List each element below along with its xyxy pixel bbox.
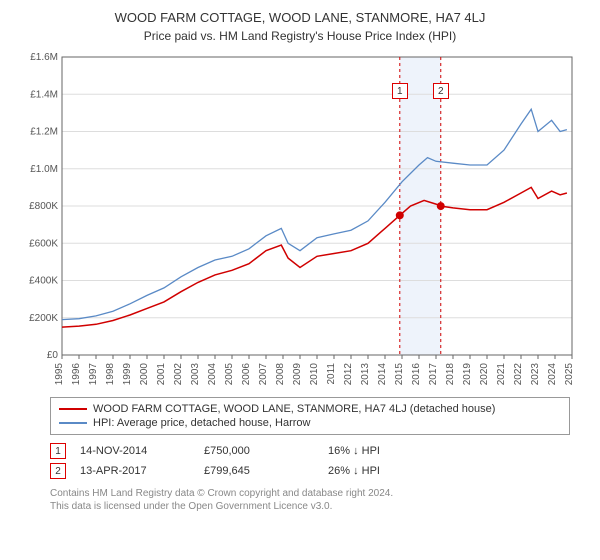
svg-text:2014: 2014 bbox=[377, 363, 388, 386]
transaction-date: 13-APR-2017 bbox=[80, 465, 190, 477]
marker-badge-1: 1 bbox=[392, 83, 408, 99]
svg-text:£1.6M: £1.6M bbox=[30, 52, 58, 63]
svg-text:1998: 1998 bbox=[105, 363, 116, 386]
svg-text:2024: 2024 bbox=[547, 363, 558, 386]
svg-text:2015: 2015 bbox=[394, 363, 405, 386]
svg-text:2020: 2020 bbox=[479, 363, 490, 386]
transaction-delta: 26% ↓ HPI bbox=[328, 465, 438, 477]
svg-text:2009: 2009 bbox=[292, 363, 303, 386]
svg-text:£1.0M: £1.0M bbox=[30, 164, 58, 175]
transaction-row: 2 13-APR-2017 £799,645 26% ↓ HPI bbox=[50, 461, 570, 481]
svg-text:1997: 1997 bbox=[88, 363, 99, 386]
legend-item: HPI: Average price, detached house, Harr… bbox=[59, 416, 561, 430]
line-chart-svg: £0 £200K £400K £600K £800K £1.0M £1.2M £1.4M £1.… bbox=[20, 51, 580, 391]
chart-container: WOOD FARM COTTAGE, WOOD LANE, STANMORE, … bbox=[0, 0, 600, 523]
svg-text:2017: 2017 bbox=[428, 363, 439, 386]
svg-text:£0: £0 bbox=[47, 350, 59, 361]
svg-text:1996: 1996 bbox=[71, 363, 82, 386]
svg-text:2003: 2003 bbox=[190, 363, 201, 386]
svg-text:2018: 2018 bbox=[445, 363, 456, 386]
svg-text:2016: 2016 bbox=[411, 363, 422, 386]
svg-text:£200K: £200K bbox=[29, 313, 58, 324]
transaction-price: £750,000 bbox=[204, 445, 314, 457]
svg-text:2022: 2022 bbox=[513, 363, 524, 386]
transaction-price: £799,645 bbox=[204, 465, 314, 477]
svg-text:£400K: £400K bbox=[29, 276, 58, 287]
svg-text:2008: 2008 bbox=[275, 363, 286, 386]
svg-text:£600K: £600K bbox=[29, 238, 58, 249]
footer-line-2: This data is licensed under the Open Gov… bbox=[50, 500, 570, 513]
svg-text:2000: 2000 bbox=[139, 363, 150, 386]
legend: WOOD FARM COTTAGE, WOOD LANE, STANMORE, … bbox=[50, 397, 570, 435]
transaction-date: 14-NOV-2014 bbox=[80, 445, 190, 457]
svg-text:2010: 2010 bbox=[309, 363, 320, 386]
svg-text:1995: 1995 bbox=[54, 363, 65, 386]
svg-text:£800K: £800K bbox=[29, 201, 58, 212]
svg-text:1999: 1999 bbox=[122, 363, 133, 386]
svg-text:2023: 2023 bbox=[530, 363, 541, 386]
svg-text:2001: 2001 bbox=[156, 363, 167, 386]
svg-text:2005: 2005 bbox=[224, 363, 235, 386]
legend-label: HPI: Average price, detached house, Harr… bbox=[93, 417, 310, 429]
transaction-badge: 2 bbox=[50, 463, 66, 479]
transaction-row: 1 14-NOV-2014 £750,000 16% ↓ HPI bbox=[50, 441, 570, 461]
svg-text:2006: 2006 bbox=[241, 363, 252, 386]
svg-text:2019: 2019 bbox=[462, 363, 473, 386]
legend-item: WOOD FARM COTTAGE, WOOD LANE, STANMORE, … bbox=[59, 402, 561, 416]
chart-plot-area: £0 £200K £400K £600K £800K £1.0M £1.2M £1.4M £1.… bbox=[20, 51, 580, 391]
svg-text:2021: 2021 bbox=[496, 363, 507, 386]
svg-text:2011: 2011 bbox=[326, 363, 337, 385]
legend-swatch bbox=[59, 408, 87, 410]
legend-swatch bbox=[59, 422, 87, 424]
footer-line-1: Contains HM Land Registry data © Crown c… bbox=[50, 487, 570, 500]
svg-text:2002: 2002 bbox=[173, 363, 184, 386]
marker-badge-2: 2 bbox=[433, 83, 449, 99]
svg-text:2012: 2012 bbox=[343, 363, 354, 386]
chart-subtitle: Price paid vs. HM Land Registry's House … bbox=[15, 29, 585, 43]
svg-text:2007: 2007 bbox=[258, 363, 269, 386]
svg-text:£1.4M: £1.4M bbox=[30, 89, 58, 100]
footer-attribution: Contains HM Land Registry data © Crown c… bbox=[50, 487, 570, 513]
svg-text:2004: 2004 bbox=[207, 363, 218, 386]
svg-text:2025: 2025 bbox=[564, 363, 575, 386]
legend-label: WOOD FARM COTTAGE, WOOD LANE, STANMORE, … bbox=[93, 403, 495, 415]
transactions-table: 1 14-NOV-2014 £750,000 16% ↓ HPI 2 13-APR-201… bbox=[50, 441, 570, 481]
transaction-badge: 1 bbox=[50, 443, 66, 459]
transaction-delta: 16% ↓ HPI bbox=[328, 445, 438, 457]
svg-text:£1.2M: £1.2M bbox=[30, 127, 58, 138]
svg-text:2013: 2013 bbox=[360, 363, 371, 386]
chart-title: WOOD FARM COTTAGE, WOOD LANE, STANMORE, … bbox=[15, 10, 585, 25]
